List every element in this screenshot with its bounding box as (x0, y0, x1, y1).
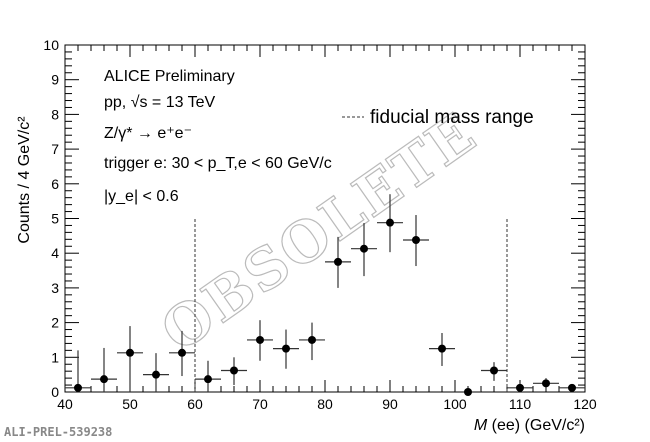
point-marker (568, 383, 576, 392)
annotation-trigger: trigger e: 30 < p_T,e < 60 GeV/c (104, 155, 332, 172)
point-marker (334, 257, 342, 266)
annotation-experiment: ALICE Preliminary (104, 68, 235, 85)
annotation-rapidity: |y_e| < 0.6 (104, 188, 179, 205)
point-marker (204, 375, 212, 384)
data-point (533, 378, 559, 388)
point-marker (516, 383, 524, 392)
y-tick-label: 7 (51, 141, 59, 157)
annotation-process: Z/γ* → e⁺e⁻ (104, 125, 192, 142)
legend-label: fiducial mass range (370, 107, 534, 128)
point-marker (282, 344, 290, 353)
x-tick-label: 70 (252, 396, 268, 412)
annotation-system: pp, √s = 13 TeV (104, 94, 216, 111)
x-tick-label: 60 (187, 396, 203, 412)
y-axis-label: Counts / 4 GeV/c² (16, 116, 33, 244)
data-point (91, 347, 117, 392)
point-marker (490, 366, 498, 375)
point-marker (308, 335, 316, 344)
watermark-text: OBSOLETE (150, 100, 489, 365)
fiducial-lines (194, 218, 508, 392)
point-marker (256, 335, 264, 344)
y-tick-label: 6 (51, 176, 59, 192)
data-point (455, 388, 481, 396)
y-tick-label: 8 (51, 106, 59, 122)
data-point (117, 326, 143, 392)
y-tick-label: 2 (51, 315, 59, 331)
y-tick-label: 0 (51, 384, 59, 400)
point-marker (464, 388, 472, 396)
point-marker (542, 379, 550, 388)
point-marker (100, 375, 108, 384)
preliminary-id: ALI-PREL-539238 (4, 425, 113, 439)
data-point (507, 382, 533, 392)
point-marker (438, 344, 446, 353)
x-tick-label: 40 (57, 396, 73, 412)
y-axis-title: Counts / 4 GeV/c² (16, 116, 33, 244)
point-marker (230, 366, 238, 375)
y-tick-label: 4 (51, 245, 59, 261)
point-marker (74, 383, 82, 392)
data-points (65, 194, 585, 396)
data-point (247, 320, 273, 361)
annotations: ALICE Preliminary pp, √s = 13 TeV Z/γ* →… (104, 68, 332, 205)
y-tick-label: 1 (51, 349, 59, 365)
data-point (429, 333, 455, 366)
data-point (169, 330, 195, 377)
data-point (221, 357, 247, 386)
point-marker (360, 244, 368, 253)
data-point (559, 383, 585, 392)
point-marker (126, 348, 134, 357)
data-point (403, 215, 429, 267)
data-point (65, 350, 91, 392)
data-point (195, 360, 221, 392)
y-tick-label: 10 (43, 37, 59, 53)
data-point (299, 322, 325, 361)
x-tick-label: 90 (382, 396, 398, 412)
data-point (143, 353, 169, 392)
watermark: OBSOLETE (149, 99, 489, 365)
point-marker (152, 370, 160, 379)
x-tick-label: 110 (509, 396, 532, 412)
point-marker (412, 236, 420, 245)
x-tick-label: 50 (122, 396, 138, 412)
data-point (273, 329, 299, 369)
point-marker (386, 218, 394, 227)
legend: fiducial mass range (342, 107, 534, 128)
y-tick-label: 3 (51, 280, 59, 296)
x-tick-label: 80 (317, 396, 333, 412)
x-tick-label: 100 (443, 396, 467, 412)
y-tick-label: 9 (51, 72, 59, 88)
x-axis-title: M (ee) (GeV/c²) (474, 417, 585, 434)
data-point (325, 236, 351, 288)
x-tick-label: 120 (573, 396, 597, 412)
y-tick-label: 5 (51, 211, 59, 227)
data-point (481, 362, 507, 381)
point-marker (178, 348, 186, 357)
data-point (377, 194, 403, 253)
data-point (351, 223, 377, 277)
axes: 40 50 60 70 80 90 100 110 120 0 1 2 3 4 5 6 7 8 9 10 (43, 37, 596, 412)
